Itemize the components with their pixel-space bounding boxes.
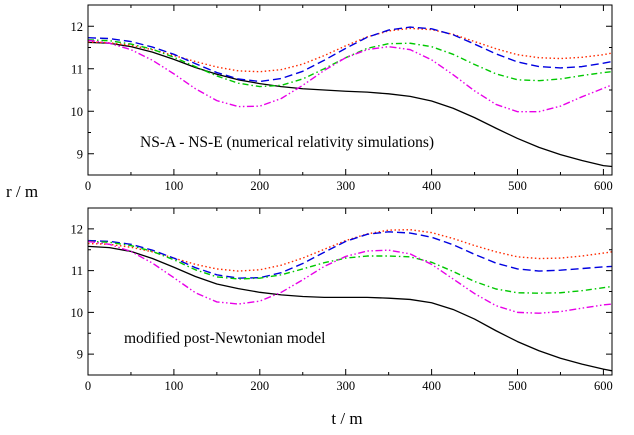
x-tick-label: 600 <box>594 379 613 393</box>
x-tick-label: 500 <box>508 379 527 393</box>
x-tick-label: 500 <box>508 179 527 193</box>
series-line-3 <box>88 26 612 83</box>
x-tick-label: 200 <box>250 379 269 393</box>
series-line-3 <box>88 231 612 279</box>
y-tick-label: 12 <box>71 222 84 236</box>
y-axis-label: r / m <box>6 182 38 201</box>
x-tick-label: 400 <box>422 379 441 393</box>
series-line-1 <box>88 41 612 168</box>
panel-annotation: modified post-Newtonian model <box>124 330 325 347</box>
x-tick-label: 0 <box>85 379 91 393</box>
x-axis-label: t / m <box>331 409 362 428</box>
plot-frame <box>87 207 613 376</box>
x-tick-label: 100 <box>165 379 184 393</box>
chart-panel-1: 0 100 200 300 400 500 600 9 10 11 12 NS-A - NS-E (n… <box>71 4 613 193</box>
y-tick-label: 10 <box>71 105 84 119</box>
x-tick-label: 300 <box>336 379 355 393</box>
y-tick-label: 10 <box>71 306 84 320</box>
y-tick-label: 11 <box>71 264 83 278</box>
series-line-1 <box>88 245 612 372</box>
chart-panel-2: 0 100 200 300 400 500 600 9 10 11 12 modified post-… <box>71 207 613 393</box>
x-tick-label: 200 <box>250 179 269 193</box>
y-tick-label: 9 <box>77 348 83 362</box>
y-tick-label: 9 <box>77 147 83 161</box>
x-tick-label: 400 <box>422 179 441 193</box>
series-line-2 <box>88 27 612 73</box>
y-tick-label: 11 <box>71 62 83 76</box>
x-tick-label: 0 <box>85 179 91 193</box>
series-line-5 <box>88 39 612 113</box>
series-line-5 <box>88 240 612 314</box>
x-tick-label: 600 <box>594 179 613 193</box>
y-tick-label: 12 <box>71 20 84 34</box>
panel-annotation: NS-A - NS-E (numerical relativity simula… <box>140 134 434 151</box>
series-line-4 <box>88 240 612 294</box>
x-tick-label: 300 <box>336 179 355 193</box>
x-tick-label: 100 <box>165 179 184 193</box>
